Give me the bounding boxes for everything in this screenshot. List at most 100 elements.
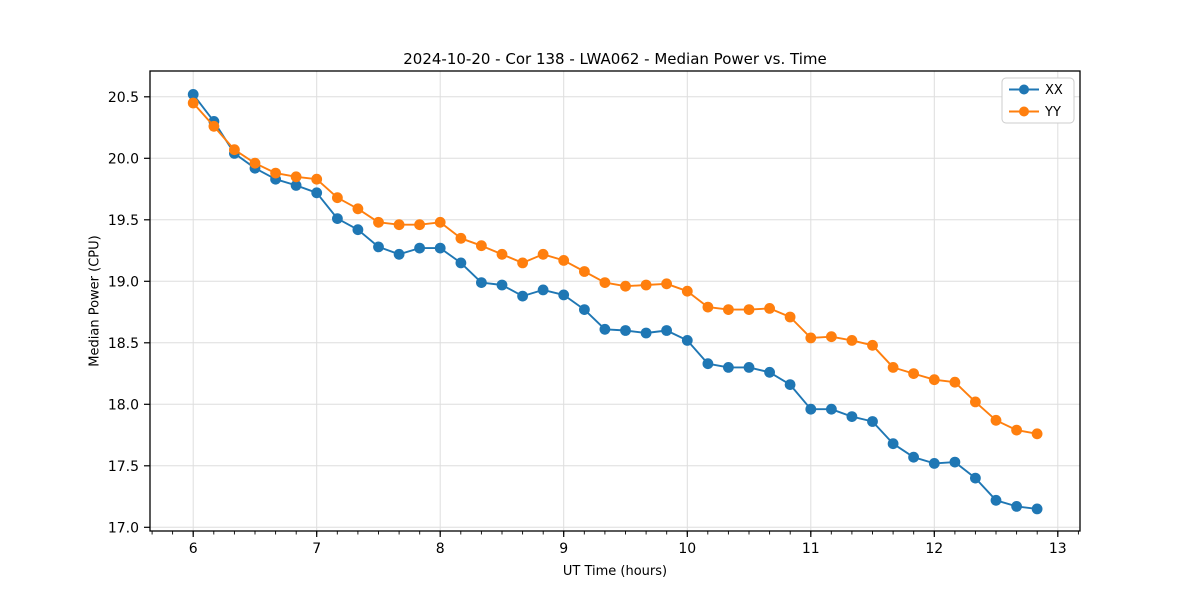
x-tick-label: 9: [559, 541, 568, 557]
series-XX-point: [352, 224, 364, 236]
series-YY-point: [187, 97, 199, 109]
series-YY-point: [908, 368, 919, 379]
series-YY-point: [270, 167, 281, 179]
series-YY-point: [949, 376, 961, 388]
y-ticks: [144, 96, 150, 528]
legend-sample-marker-XX: [1019, 84, 1029, 95]
legend-box: [1001, 77, 1075, 124]
series-XX-point: [373, 241, 384, 253]
series-XX-point: [970, 472, 981, 484]
series-YY-point: [208, 120, 220, 132]
series-XX-point: [681, 335, 693, 346]
series-YY-point: [579, 266, 590, 277]
y-tick-label: 20.0: [108, 151, 139, 167]
series-YY-point: [1031, 428, 1043, 440]
legend-label-YY: YY: [1044, 105, 1061, 120]
series-XX-point: [332, 213, 343, 225]
series-XX-point: [702, 358, 714, 370]
series-YY-point: [434, 216, 446, 228]
series-YY-point: [826, 331, 837, 343]
series-YY-point: [249, 157, 261, 169]
series-YY-point: [990, 414, 1002, 426]
series-YY-point: [887, 362, 899, 373]
y-tick-label: 17.0: [108, 520, 139, 536]
series-XX-point: [764, 366, 775, 378]
series-XX-point: [805, 403, 817, 415]
series-XX-point: [393, 248, 405, 260]
series-YY-point: [599, 277, 611, 288]
series-YY-point: [743, 304, 755, 315]
series-XX-point: [599, 323, 611, 335]
series-YY-point: [373, 216, 384, 228]
x-tick-labels: 6 7 8 9 10 11 12 13: [189, 541, 1067, 557]
series-XX-point: [723, 362, 734, 373]
series-YY-point: [393, 219, 405, 231]
series-XX-point: [579, 304, 590, 315]
series-YY-point: [352, 203, 364, 215]
series-XX-point: [517, 290, 528, 302]
x-tick-label: 10: [678, 541, 696, 557]
x-tick-label: 12: [925, 541, 943, 557]
gridlines: [150, 71, 1080, 531]
series-YY-point: [640, 279, 652, 291]
series-XX-point: [949, 456, 961, 468]
series-YY-point: [558, 255, 570, 266]
series-YY-point: [723, 304, 734, 315]
x-tick-label: 11: [802, 541, 820, 557]
series-YY-point: [702, 301, 714, 313]
y-tick-labels: 17.0 17.5 18.0 18.5 19.0 19.5 20.0 20.5: [108, 90, 139, 536]
y-tick-label: 19.5: [108, 213, 139, 229]
series-XX-point: [476, 277, 487, 288]
series-XX-point: [640, 327, 652, 339]
legend-label-XX: XX: [1045, 83, 1063, 98]
series-YY-point: [928, 374, 940, 386]
series-XX-point: [434, 242, 446, 254]
series-XX-point: [1011, 501, 1022, 512]
series-XX-point: [558, 289, 570, 301]
series-YY-point: [1011, 424, 1022, 436]
y-tick-label: 17.5: [108, 459, 139, 475]
axes-frame: [149, 70, 1081, 532]
series-YY-point: [846, 335, 858, 346]
series-XX-point: [496, 279, 508, 291]
series-XX-point: [661, 325, 672, 336]
series-YY-point: [229, 144, 240, 156]
series-YY-point: [332, 192, 343, 204]
series-XX-point: [908, 451, 919, 463]
axes-background: [150, 71, 1080, 531]
series-XX-point: [187, 89, 199, 100]
series-XX-point: [887, 438, 899, 450]
series-XX-point: [928, 458, 940, 469]
series-YY-point: [661, 278, 672, 290]
series-YY-point: [620, 280, 631, 292]
series-YY-point: [476, 240, 487, 252]
series-YY-point: [311, 173, 323, 185]
series-XX-point: [620, 325, 631, 336]
series-XX-point: [455, 257, 467, 269]
series-XX-point: [537, 284, 549, 296]
x-ticks: [151, 531, 1079, 537]
series-XX-point: [743, 362, 755, 373]
chart-title: 2024-10-20 - Cor 138 - LWA062 - Median P…: [403, 50, 827, 68]
series-XX-point: [784, 379, 796, 390]
x-tick-label: 6: [189, 541, 198, 557]
series-XX-point: [290, 180, 302, 191]
series-YY-point: [764, 303, 775, 314]
series-XX-point: [990, 494, 1002, 506]
x-tick-label: 13: [1049, 541, 1067, 557]
x-tick-label: 8: [436, 541, 445, 557]
series-YY-point: [805, 332, 817, 344]
series-YY-point: [784, 311, 796, 323]
legend-sample-marker-YY: [1019, 106, 1029, 117]
series-YY-point: [867, 339, 878, 351]
series-YY-point: [681, 285, 693, 297]
series-XX-point: [867, 416, 878, 427]
series-YY-point: [414, 219, 425, 231]
series-XX-point: [826, 403, 837, 415]
y-tick-label: 18.5: [108, 336, 139, 352]
series-YY-point: [455, 232, 467, 244]
series-YY-point: [537, 248, 549, 260]
series-XX-point: [846, 411, 858, 422]
